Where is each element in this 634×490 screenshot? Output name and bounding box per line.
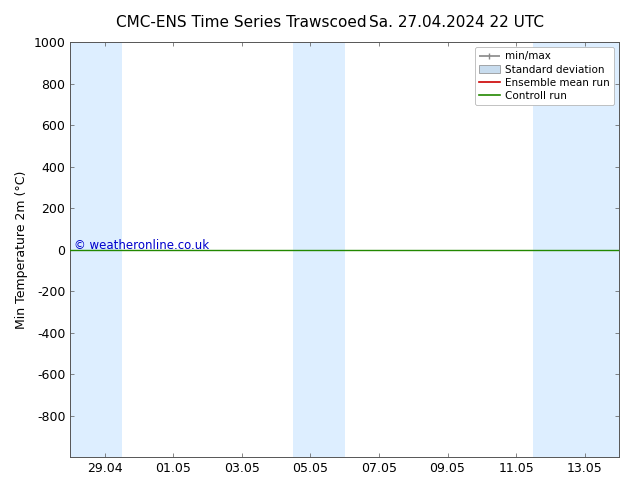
- Y-axis label: Min Temperature 2m (°C): Min Temperature 2m (°C): [15, 171, 28, 329]
- Bar: [533, 42, 619, 457]
- Text: Sa. 27.04.2024 22 UTC: Sa. 27.04.2024 22 UTC: [369, 15, 544, 30]
- Text: © weatheronline.co.uk: © weatheronline.co.uk: [74, 239, 209, 252]
- Bar: [293, 42, 345, 457]
- Bar: [70, 42, 122, 457]
- Legend: min/max, Standard deviation, Ensemble mean run, Controll run: min/max, Standard deviation, Ensemble me…: [475, 47, 614, 105]
- Text: CMC-ENS Time Series Trawscoed: CMC-ENS Time Series Trawscoed: [115, 15, 366, 30]
